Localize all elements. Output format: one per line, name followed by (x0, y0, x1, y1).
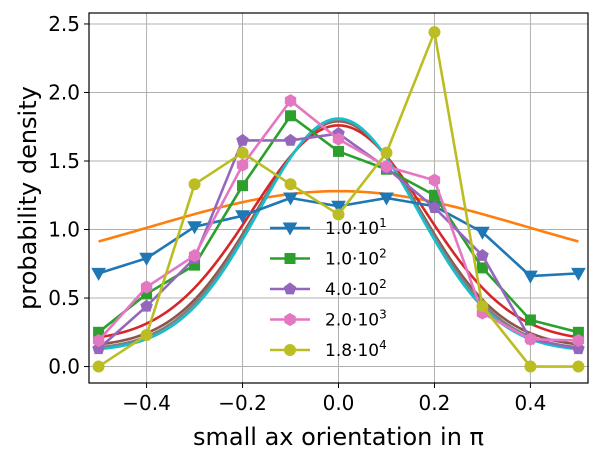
grid (89, 13, 588, 383)
fit-curve (98, 119, 579, 346)
legend-label: 2.0·103 (325, 308, 387, 331)
legend-label: 4.0·102 (325, 277, 387, 300)
data-point (283, 192, 298, 206)
data-point (285, 110, 297, 122)
x-tick-label: −0.2 (218, 391, 267, 415)
data-point (524, 360, 537, 373)
data-point (331, 200, 346, 214)
data-point (92, 360, 105, 373)
data-point (236, 146, 249, 159)
data-point (428, 26, 441, 39)
x-ticks: −0.4 −0.2 0.0 0.2 0.4 (122, 383, 546, 415)
x-tick-label: −0.4 (122, 391, 171, 415)
y-tick-label: 1.0 (48, 218, 80, 242)
data-point (572, 342, 585, 355)
data-point (139, 252, 154, 266)
data-point (475, 226, 490, 240)
data-point (187, 221, 202, 235)
legend: 1.0·101 1.0·102 4.0·102 2.0·103 1.8·104 (270, 216, 387, 361)
data-point (188, 248, 201, 263)
data-point (524, 332, 537, 346)
legend-marker (282, 222, 298, 236)
data-point (92, 333, 105, 348)
y-tick-label: 2.5 (48, 12, 80, 36)
x-tick-label: 0.4 (515, 391, 547, 415)
data-point (379, 192, 394, 206)
x-tick-label: 0.2 (419, 391, 451, 415)
fit-curve (98, 124, 579, 339)
series-4 (92, 26, 585, 373)
x-tick-label: 0.0 (323, 391, 355, 415)
data-point (476, 262, 488, 274)
fit-curves (98, 117, 579, 351)
data-point (572, 360, 585, 373)
legend-label: 1.0·102 (325, 247, 387, 270)
data-point (428, 200, 441, 213)
data-point (380, 146, 393, 159)
data-point (332, 132, 345, 146)
data-point (235, 210, 250, 224)
legend-label: 1.0·101 (325, 216, 387, 239)
x-axis-label: small ax orientation in π (193, 423, 484, 451)
data-point (140, 329, 153, 342)
data-point (140, 299, 153, 312)
data-point (236, 158, 249, 172)
data-point (188, 178, 201, 191)
legend-marker (284, 253, 296, 264)
data-point (91, 267, 106, 281)
fit-curve (98, 118, 579, 349)
data-point (140, 280, 153, 294)
legend-label: 1.8·104 (325, 338, 387, 361)
series-3 (92, 94, 585, 348)
data-point (333, 145, 344, 157)
fit-curve (98, 189, 579, 243)
y-tick-label: 0.5 (48, 286, 80, 310)
data-point (476, 300, 489, 313)
y-ticks: 0.0 0.5 1.0 1.5 2.0 2.5 (48, 12, 89, 379)
y-tick-label: 2.0 (48, 80, 80, 104)
y-tick-label: 1.5 (48, 149, 80, 173)
data-point (571, 267, 586, 281)
data-point (428, 173, 441, 187)
data-point (237, 180, 249, 192)
data-point (332, 208, 345, 221)
data-point (476, 248, 489, 261)
y-axis-label: probability density (14, 86, 42, 310)
data-point (236, 133, 249, 146)
legend-marker (283, 282, 297, 295)
data-point (92, 342, 105, 355)
y-tick-label: 0.0 (48, 355, 80, 379)
data-series (91, 26, 586, 373)
data-point (284, 133, 297, 146)
legend-marker (284, 344, 296, 356)
data-point (284, 94, 297, 108)
legend-marker (284, 312, 296, 327)
data-point (284, 178, 297, 191)
data-point (572, 333, 585, 348)
data-point (523, 270, 538, 284)
data-point (524, 314, 536, 326)
data-point (380, 159, 393, 174)
